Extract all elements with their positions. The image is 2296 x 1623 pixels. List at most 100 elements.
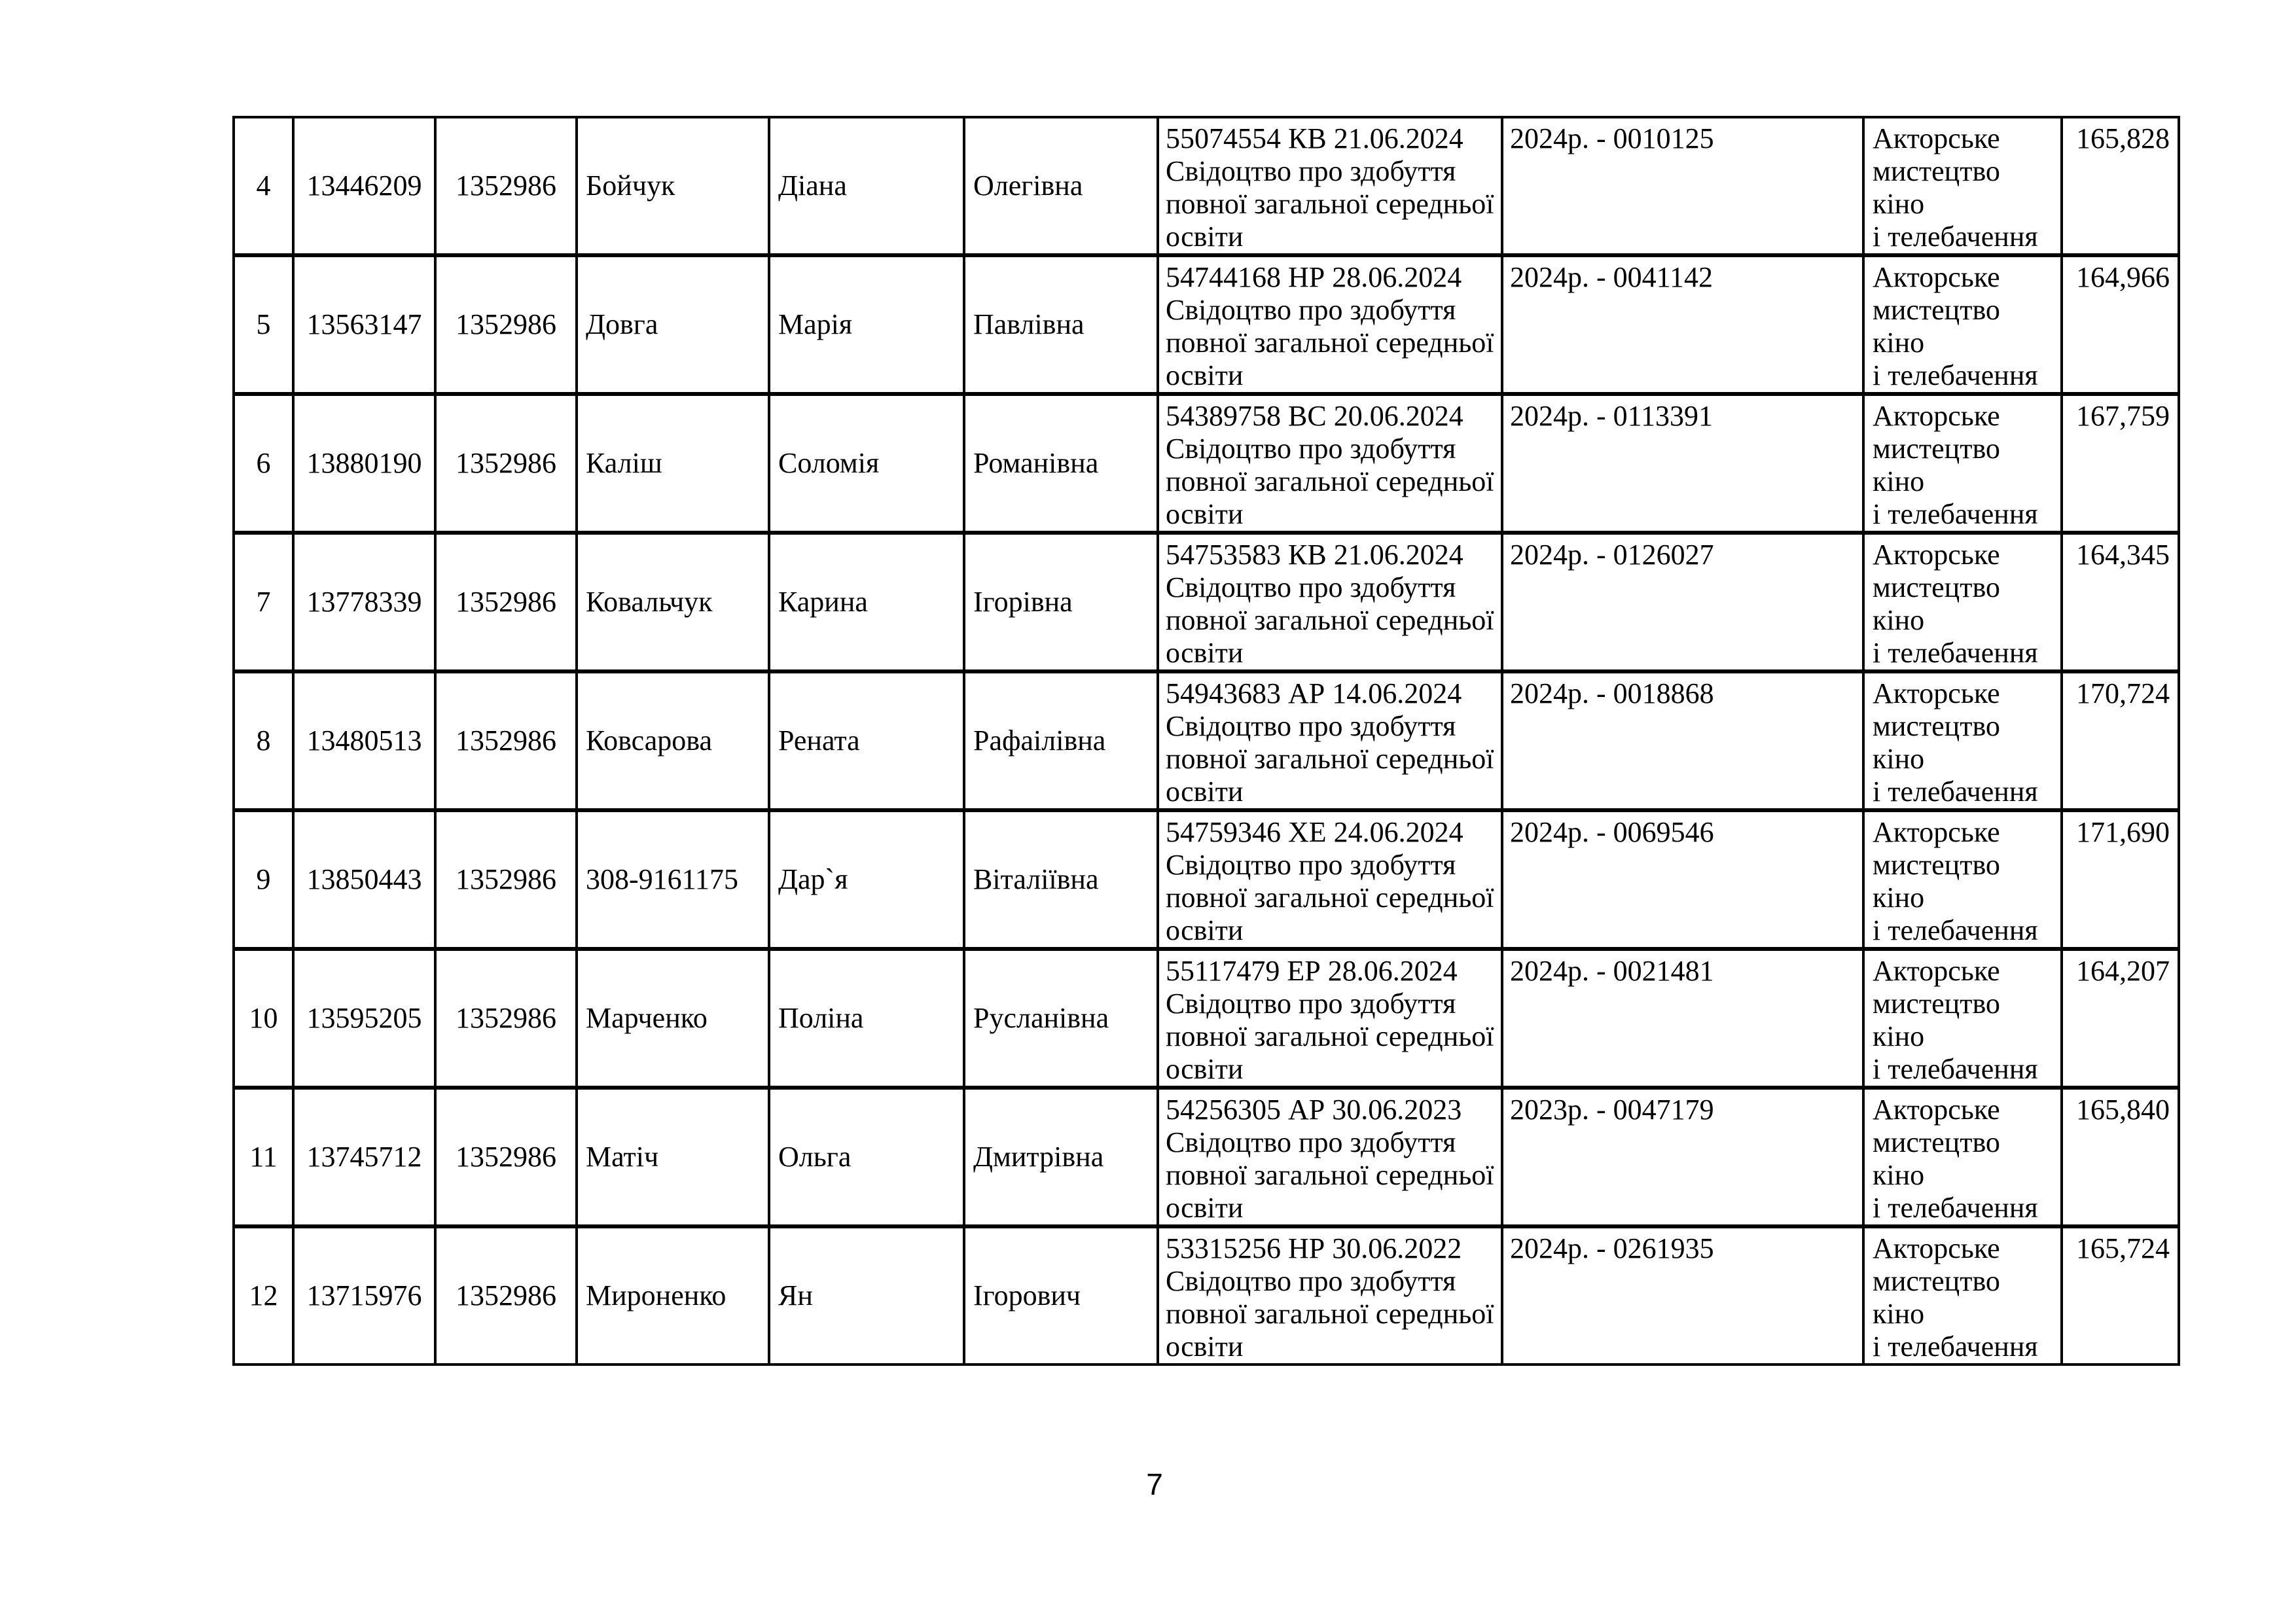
cell-offer-code: 1352986 bbox=[434, 947, 578, 1090]
cell-surname: Ковсарова bbox=[575, 669, 770, 812]
cell-surname: Каліш bbox=[575, 392, 770, 535]
cell-education-document: 54753583 КВ 21.06.2024 Свідоцтво про здо… bbox=[1157, 531, 1503, 673]
cell-offer-code: 1352986 bbox=[434, 253, 578, 396]
cell-education-document: 53315256 НР 30.06.2022 Свідоцтво про здо… bbox=[1157, 1224, 1503, 1366]
cell-row-number: 9 bbox=[232, 808, 295, 951]
cell-program: Акторське мистецтво кіно і телебачення bbox=[1862, 669, 2063, 812]
cell-score: 170,724 bbox=[2060, 669, 2180, 812]
cell-education-document: 55074554 КВ 21.06.2024 Свідоцтво про здо… bbox=[1157, 116, 1503, 257]
page-number: 7 bbox=[1146, 1467, 1163, 1501]
cell-patronymic: Рафаілівна bbox=[963, 669, 1159, 812]
cell-year-and-number: 2024р. - 0126027 bbox=[1501, 531, 1865, 673]
table-row: 5 13563147 1352986 Довга Марія Павлівна 547441… bbox=[232, 253, 2180, 396]
cell-applicant-id: 13850443 bbox=[292, 808, 437, 951]
cell-program: Акторське мистецтво кіно і телебачення bbox=[1862, 392, 2063, 535]
cell-first-name: Ольга bbox=[768, 1086, 965, 1228]
cell-score: 164,345 bbox=[2060, 531, 2180, 673]
table-row: 12 13715976 1352986 Мироненко Ян Ігорович 5331… bbox=[232, 1224, 2180, 1366]
cell-program: Акторське мистецтво кіно і телебачення bbox=[1862, 1086, 2063, 1228]
cell-applicant-id: 13595205 bbox=[292, 947, 437, 1090]
cell-applicant-id: 13715976 bbox=[292, 1224, 437, 1366]
cell-program: Акторське мистецтво кіно і телебачення bbox=[1862, 253, 2063, 396]
cell-education-document: 54744168 НР 28.06.2024 Свідоцтво про здо… bbox=[1157, 253, 1503, 396]
cell-offer-code: 1352986 bbox=[434, 808, 578, 951]
cell-patronymic: Павлівна bbox=[963, 253, 1159, 396]
cell-surname: Матіч bbox=[575, 1086, 770, 1228]
cell-offer-code: 1352986 bbox=[434, 116, 578, 257]
cell-first-name: Діана bbox=[768, 116, 965, 257]
cell-row-number: 6 bbox=[232, 392, 295, 535]
cell-first-name: Ян bbox=[768, 1224, 965, 1366]
cell-row-number: 11 bbox=[232, 1086, 295, 1228]
cell-patronymic: Віталіївна bbox=[963, 808, 1159, 951]
cell-patronymic: Романівна bbox=[963, 392, 1159, 535]
cell-education-document: 54943683 АР 14.06.2024 Свідоцтво про здо… bbox=[1157, 669, 1503, 812]
cell-surname: 308-9161175 bbox=[575, 808, 770, 951]
cell-score: 165,828 bbox=[2060, 116, 2180, 257]
cell-patronymic: Русланівна bbox=[963, 947, 1159, 1090]
cell-patronymic: Ігорович bbox=[963, 1224, 1159, 1366]
cell-offer-code: 1352986 bbox=[434, 531, 578, 673]
cell-education-document: 54256305 АР 30.06.2023 Свідоцтво про здо… bbox=[1157, 1086, 1503, 1228]
cell-row-number: 7 bbox=[232, 531, 295, 673]
cell-applicant-id: 13480513 bbox=[292, 669, 437, 812]
cell-row-number: 5 bbox=[232, 253, 295, 396]
cell-row-number: 12 bbox=[232, 1224, 295, 1366]
cell-offer-code: 1352986 bbox=[434, 669, 578, 812]
cell-first-name: Дар`я bbox=[768, 808, 965, 951]
cell-applicant-id: 13745712 bbox=[292, 1086, 437, 1228]
cell-first-name: Карина bbox=[768, 531, 965, 673]
cell-surname: Довга bbox=[575, 253, 770, 396]
cell-first-name: Поліна bbox=[768, 947, 965, 1090]
cell-program: Акторське мистецтво кіно і телебачення bbox=[1862, 116, 2063, 257]
cell-applicant-id: 13778339 bbox=[292, 531, 437, 673]
cell-row-number: 10 bbox=[232, 947, 295, 1090]
cell-first-name: Рената bbox=[768, 669, 965, 812]
cell-year-and-number: 2024р. - 0041142 bbox=[1501, 253, 1865, 396]
table-row: 6 13880190 1352986 Каліш Соломія Романівна 543… bbox=[232, 392, 2180, 535]
cell-program: Акторське мистецтво кіно і телебачення bbox=[1862, 531, 2063, 673]
cell-surname: Ковальчук bbox=[575, 531, 770, 673]
table-row: 4 13446209 1352986 Бойчук Діана Олегівна 55074… bbox=[232, 116, 2180, 257]
cell-education-document: 55117479 ЕР 28.06.2024 Свідоцтво про здо… bbox=[1157, 947, 1503, 1090]
cell-score: 164,207 bbox=[2060, 947, 2180, 1090]
table-row: 10 13595205 1352986 Марченко Поліна Русланівн… bbox=[232, 947, 2180, 1090]
cell-surname: Мироненко bbox=[575, 1224, 770, 1366]
cell-education-document: 54759346 ХЕ 24.06.2024 Свідоцтво про здо… bbox=[1157, 808, 1503, 951]
cell-score: 165,724 bbox=[2060, 1224, 2180, 1366]
cell-first-name: Соломія bbox=[768, 392, 965, 535]
table-row: 9 13850443 1352986 308-9161175 Дар`я Віталіїв… bbox=[232, 808, 2180, 951]
cell-year-and-number: 2024р. - 0069546 bbox=[1501, 808, 1865, 951]
applicants-table: 4 13446209 1352986 Бойчук Діана Олегівна 55074… bbox=[232, 116, 2180, 1366]
cell-program: Акторське мистецтво кіно і телебачення bbox=[1862, 808, 2063, 951]
cell-year-and-number: 2024р. - 0010125 bbox=[1501, 116, 1865, 257]
cell-program: Акторське мистецтво кіно і телебачення bbox=[1862, 947, 2063, 1090]
cell-score: 171,690 bbox=[2060, 808, 2180, 951]
cell-applicant-id: 13880190 bbox=[292, 392, 437, 535]
cell-first-name: Марія bbox=[768, 253, 965, 396]
cell-year-and-number: 2024р. - 0018868 bbox=[1501, 669, 1865, 812]
cell-patronymic: Ігорівна bbox=[963, 531, 1159, 673]
cell-offer-code: 1352986 bbox=[434, 1224, 578, 1366]
cell-applicant-id: 13446209 bbox=[292, 116, 437, 257]
cell-surname: Марченко bbox=[575, 947, 770, 1090]
cell-score: 165,840 bbox=[2060, 1086, 2180, 1228]
cell-applicant-id: 13563147 bbox=[292, 253, 437, 396]
cell-program: Акторське мистецтво кіно і телебачення bbox=[1862, 1224, 2063, 1366]
cell-score: 164,966 bbox=[2060, 253, 2180, 396]
cell-offer-code: 1352986 bbox=[434, 392, 578, 535]
cell-year-and-number: 2023р. - 0047179 bbox=[1501, 1086, 1865, 1228]
cell-year-and-number: 2024р. - 0261935 bbox=[1501, 1224, 1865, 1366]
cell-education-document: 54389758 ВС 20.06.2024 Свідоцтво про здо… bbox=[1157, 392, 1503, 535]
table-row: 11 13745712 1352986 Матіч Ольга Дмитрівна 5425… bbox=[232, 1086, 2180, 1228]
cell-offer-code: 1352986 bbox=[434, 1086, 578, 1228]
cell-patronymic: Дмитрівна bbox=[963, 1086, 1159, 1228]
table-row: 7 13778339 1352986 Ковальчук Карина Ігорівна 5… bbox=[232, 531, 2180, 673]
cell-row-number: 4 bbox=[232, 116, 295, 257]
cell-surname: Бойчук bbox=[575, 116, 770, 257]
cell-patronymic: Олегівна bbox=[963, 116, 1159, 257]
cell-score: 167,759 bbox=[2060, 392, 2180, 535]
cell-year-and-number: 2024р. - 0113391 bbox=[1501, 392, 1865, 535]
cell-year-and-number: 2024р. - 0021481 bbox=[1501, 947, 1865, 1090]
